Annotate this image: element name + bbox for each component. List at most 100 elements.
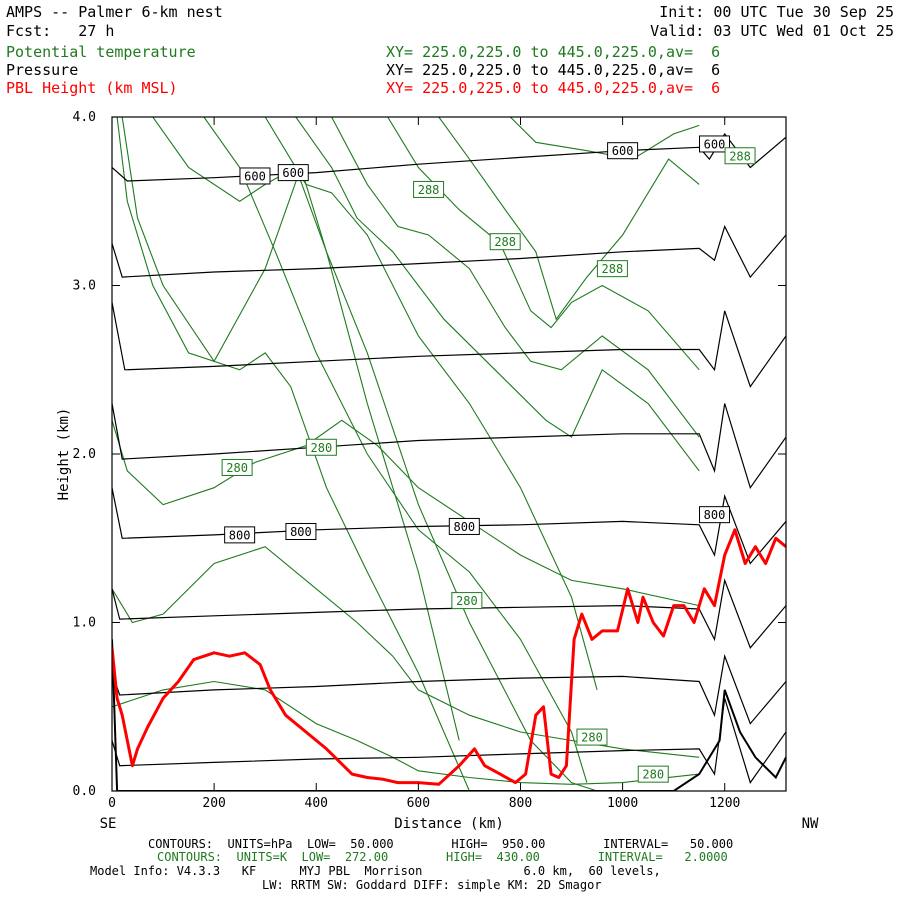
contour-label-box xyxy=(285,523,317,541)
contour-label-pressure-1: 600 xyxy=(277,164,309,182)
contour-label-pressure-3: 600 xyxy=(699,135,731,153)
forecast-hour: Fcst: 27 h xyxy=(6,22,115,40)
footer-model-info: Model Info: V4.3.3 KF MYJ PBL Morrison 6… xyxy=(90,864,661,878)
contour-label-box xyxy=(576,728,608,746)
contour-label-box xyxy=(699,135,731,153)
contour-label-box xyxy=(239,167,271,185)
y-axis-title: Height (km) xyxy=(56,408,72,501)
pressure-contour-1 xyxy=(112,224,786,279)
contour-label-text: 288 xyxy=(494,235,516,249)
pressure-contour-0 xyxy=(112,132,786,182)
contour-label-box xyxy=(277,164,309,182)
footer-contours-pressure: CONTOURS: UNITS=hPa LOW= 50.000 HIGH= 95… xyxy=(148,837,734,851)
contour-label-box xyxy=(413,180,445,198)
contour-label-pressure-0: 600 xyxy=(239,167,271,185)
contour-label-pressure-4: 800 xyxy=(224,526,256,544)
pressure-contour-8 xyxy=(112,639,786,791)
valid-time: Valid: 03 UTC Wed 01 Oct 25 xyxy=(650,22,894,40)
contour-label-box xyxy=(489,233,521,251)
contour-label-box xyxy=(221,458,253,476)
contour-label-pressure-7: 800 xyxy=(699,506,731,524)
contour-label-theta-16: 280 xyxy=(637,765,669,783)
legend-theta-xy: XY= 225.0,225.0 to 445.0,225.0,av= 6 xyxy=(386,43,721,61)
legend-pressure-xy: XY= 225.0,225.0 to 445.0,225.0,av= 6 xyxy=(386,61,721,79)
contour-label-box xyxy=(448,517,480,535)
theta-contour-2 xyxy=(152,117,598,791)
init-time: Init: 00 UTC Tue 30 Sep 25 xyxy=(659,3,894,21)
contour-label-box xyxy=(637,765,669,783)
y-tick-label: 0.0 xyxy=(73,784,96,799)
contour-label-text: 280 xyxy=(642,768,664,782)
contour-label-box xyxy=(699,506,731,524)
contour-label-text: 800 xyxy=(290,525,312,539)
contour-label-pressure-2: 600 xyxy=(607,142,639,160)
x-tick-label: 1200 xyxy=(709,796,740,811)
theta-contour-1 xyxy=(121,117,460,741)
theta-contour-6 xyxy=(331,117,700,438)
contour-label-text: 288 xyxy=(729,149,751,163)
theta-contour-11 xyxy=(112,546,700,758)
pbl-height-line xyxy=(112,528,786,786)
contour-label-theta-14: 280 xyxy=(451,592,483,610)
contour-label-text: 280 xyxy=(456,594,478,608)
contour-label-text: 600 xyxy=(612,144,634,158)
x-tick-label: 400 xyxy=(305,796,328,811)
nw-end-label: NW xyxy=(802,816,819,832)
x-tick-label: 600 xyxy=(407,796,430,811)
contour-label-text: 600 xyxy=(704,137,726,151)
plot-title: AMPS -- Palmer 6-km nest xyxy=(6,3,223,21)
x-tick-label: 0 xyxy=(108,796,116,811)
contour-label-text: 600 xyxy=(244,169,266,183)
legend-pbl-name: PBL Height (km MSL) xyxy=(6,79,178,97)
contour-label-box xyxy=(224,526,256,544)
contour-label-pressure-5: 800 xyxy=(285,523,317,541)
legend-theta-name: Potential temperature xyxy=(6,43,196,61)
contour-label-box xyxy=(724,147,756,165)
contour-label-theta-9: 288 xyxy=(489,233,521,251)
x-tick-label: 200 xyxy=(202,796,225,811)
x-tick-label: 800 xyxy=(509,796,532,811)
pressure-contour-3 xyxy=(112,403,786,490)
legend-pbl-xy: XY= 225.0,225.0 to 445.0,225.0,av= 6 xyxy=(386,79,721,97)
contour-label-text: 800 xyxy=(453,520,475,534)
contour-label-text: 288 xyxy=(602,262,624,276)
theta-contour-4 xyxy=(264,117,598,691)
theta-contour-12 xyxy=(112,680,700,785)
contour-label-box xyxy=(451,592,483,610)
contour-label-text: 280 xyxy=(581,731,603,745)
theta-contour-8 xyxy=(438,117,700,321)
contour-label-text: 280 xyxy=(311,441,333,455)
contour-label-text: 600 xyxy=(282,166,304,180)
footer-contours-theta: CONTOURS: UNITS=K LOW= 272.00 HIGH= 430.… xyxy=(157,850,728,864)
theta-contour-5 xyxy=(295,117,700,472)
contour-label-pressure-6: 800 xyxy=(448,517,480,535)
legend-pressure-name: Pressure xyxy=(6,61,79,79)
contour-label-box xyxy=(305,438,337,456)
pressure-contour-7 xyxy=(112,698,786,784)
y-tick-label: 4.0 xyxy=(73,110,96,125)
contour-label-theta-10: 288 xyxy=(596,260,628,278)
contour-label-text: 280 xyxy=(226,461,248,475)
footer-physics: LW: RRTM SW: Goddard DIFF: simple KM: 2D… xyxy=(262,878,602,892)
contour-label-theta-11: 288 xyxy=(724,147,756,165)
pressure-contour-6 xyxy=(112,653,786,725)
se-end-label: SE xyxy=(100,816,117,832)
theta-contour-7 xyxy=(387,117,700,371)
contour-label-text: 800 xyxy=(704,508,726,522)
contour-label-theta-12: 280 xyxy=(221,458,253,476)
x-tick-label: 1000 xyxy=(607,796,638,811)
pressure-contour-5 xyxy=(112,578,786,649)
contour-label-theta-13: 280 xyxy=(305,438,337,456)
y-tick-label: 2.0 xyxy=(73,447,96,462)
theta-contour-0 xyxy=(116,117,470,791)
contour-label-text: 288 xyxy=(418,183,440,197)
x-axis-title: Distance (km) xyxy=(394,816,504,832)
y-tick-label: 3.0 xyxy=(73,279,96,294)
contour-label-theta-15: 280 xyxy=(576,728,608,746)
theta-contour-10 xyxy=(112,419,700,607)
contour-label-theta-8: 288 xyxy=(413,180,445,198)
theta-contour-9 xyxy=(509,117,700,160)
contour-label-box xyxy=(596,260,628,278)
pressure-contour-2 xyxy=(112,302,786,388)
